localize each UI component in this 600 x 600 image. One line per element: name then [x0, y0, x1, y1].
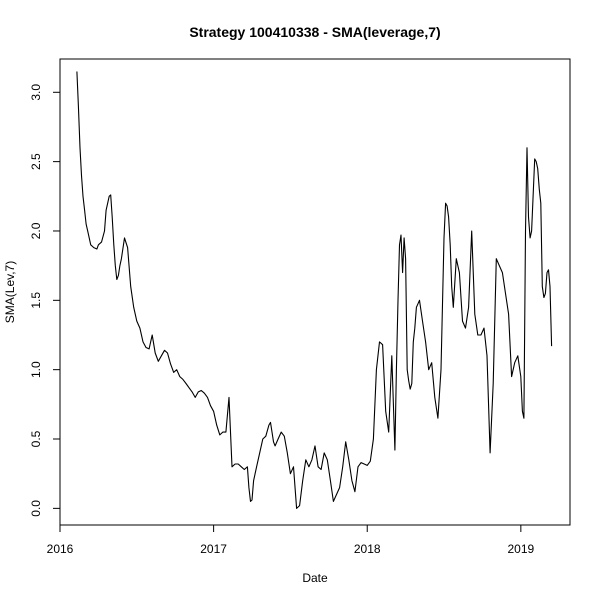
series-line	[76, 71, 553, 509]
x-tick-label: 2018	[354, 542, 381, 556]
x-tick-label: 2016	[47, 542, 74, 556]
plot-frame	[59, 58, 571, 526]
y-axis-label: SMA(Lev,7)	[3, 261, 17, 323]
y-tick-label: 1.5	[29, 292, 43, 309]
y-tick-label: 0.5	[29, 430, 43, 447]
y-axis: 0.0 0.5 1.0 1.5 2.0 2.5 3.0	[29, 84, 61, 517]
chart-title: Strategy 100410338 - SMA(leverage,7)	[189, 24, 440, 40]
y-tick-label: 2.0	[29, 222, 43, 239]
y-tick-label: 1.0	[29, 361, 43, 378]
y-tick-label: 0.0	[29, 500, 43, 517]
x-tick-label: 2017	[200, 542, 227, 556]
series-layer	[76, 71, 553, 509]
y-tick-label: 2.5	[29, 153, 43, 170]
y-tick-label: 3.0	[29, 84, 43, 101]
x-axis-label: Date	[302, 571, 328, 585]
x-tick-label: 2019	[507, 542, 534, 556]
x-axis: 2016 2017 2018 2019	[47, 524, 535, 556]
